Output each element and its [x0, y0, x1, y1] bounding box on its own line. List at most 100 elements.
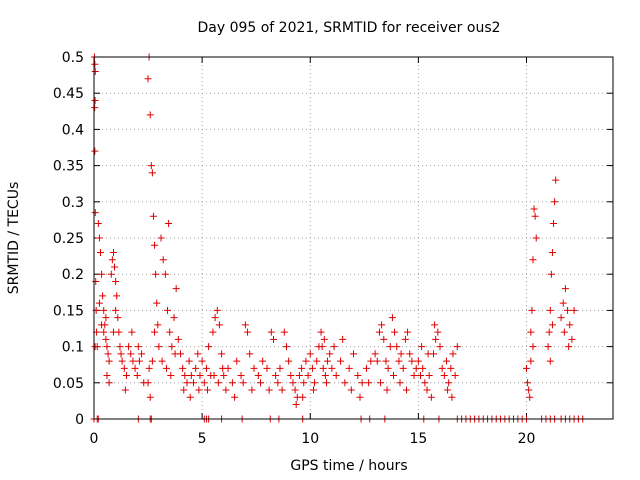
- data-point: [341, 379, 349, 387]
- data-point: [180, 386, 188, 394]
- data-point: [371, 350, 379, 358]
- data-point: [99, 292, 107, 300]
- data-point: [528, 306, 536, 314]
- data-point: [151, 241, 159, 249]
- data-point: [440, 372, 448, 380]
- data-point: [354, 372, 362, 380]
- data-point: [397, 350, 405, 358]
- data-point: [300, 379, 308, 387]
- data-point: [198, 357, 206, 365]
- data-point: [265, 386, 273, 394]
- data-point: [308, 364, 316, 372]
- data-point: [550, 220, 558, 228]
- data-point: [263, 364, 271, 372]
- data-point: [524, 379, 532, 387]
- data-point: [306, 350, 314, 358]
- data-point: [196, 372, 204, 380]
- data-point: [311, 379, 319, 387]
- data-point: [285, 357, 293, 365]
- data-point: [181, 372, 189, 380]
- data-point: [91, 67, 99, 75]
- data-point: [552, 176, 560, 184]
- data-point: [192, 364, 200, 372]
- data-point: [153, 299, 161, 307]
- data-point: [350, 350, 357, 358]
- x-tick-label: 10: [301, 431, 319, 447]
- data-point: [241, 321, 249, 329]
- data-point: [103, 372, 111, 380]
- data-point: [280, 328, 288, 336]
- data-point: [525, 386, 533, 394]
- data-point: [92, 277, 100, 285]
- data-point: [174, 335, 182, 343]
- data-point: [214, 379, 222, 387]
- data-point: [204, 386, 212, 394]
- data-point: [131, 364, 139, 372]
- data-point: [91, 209, 99, 217]
- data-point: [209, 328, 217, 336]
- data-point: [147, 162, 155, 170]
- data-point: [155, 343, 163, 351]
- data-point: [318, 343, 326, 351]
- data-point: [396, 379, 404, 387]
- data-point: [402, 386, 410, 394]
- y-tick-label: 0.35: [53, 159, 84, 175]
- data-point: [548, 321, 556, 329]
- data-point: [545, 328, 553, 336]
- data-point: [375, 328, 383, 336]
- data-point: [274, 379, 282, 387]
- data-point: [233, 357, 241, 365]
- data-point: [424, 350, 432, 358]
- data-point: [451, 372, 459, 380]
- data-point: [231, 393, 239, 401]
- data-point: [177, 350, 184, 358]
- data-point: [213, 306, 221, 314]
- data-point: [248, 386, 256, 394]
- data-point: [128, 328, 136, 336]
- data-point: [434, 328, 442, 336]
- data-point: [267, 328, 275, 336]
- data-point: [210, 372, 218, 380]
- data-point: [347, 386, 355, 394]
- data-point: [189, 379, 197, 387]
- data-point: [102, 314, 110, 322]
- x-axis-label: GPS time / hours: [290, 458, 407, 474]
- y-tick-label: 0.05: [53, 376, 84, 392]
- data-point: [187, 372, 195, 380]
- y-tick-label: 0.15: [53, 303, 84, 319]
- data-point: [362, 364, 370, 372]
- data-point: [438, 364, 446, 372]
- x-tick-label: 20: [518, 431, 536, 447]
- data-point: [194, 350, 202, 358]
- data-point: [423, 386, 431, 394]
- data-point: [159, 256, 167, 264]
- data-point: [220, 372, 228, 380]
- data-point: [358, 379, 366, 387]
- data-point: [383, 386, 391, 394]
- y-tick-label: 0: [75, 412, 84, 428]
- y-tick-label: 0.3: [62, 195, 84, 211]
- data-point: [404, 328, 412, 336]
- data-point: [417, 372, 425, 380]
- data-point: [295, 372, 303, 380]
- data-point: [561, 285, 569, 293]
- y-tick-label: 0.4: [62, 122, 84, 138]
- data-point: [527, 328, 535, 336]
- data-point: [134, 343, 142, 351]
- data-point: [146, 111, 154, 119]
- data-point: [287, 372, 295, 380]
- data-point: [152, 270, 160, 278]
- data-point: [378, 321, 386, 329]
- data-point: [116, 343, 124, 351]
- data-point: [548, 248, 556, 256]
- y-tick-label: 0.45: [53, 86, 84, 102]
- data-point: [382, 357, 390, 365]
- data-point: [393, 343, 401, 351]
- data-point: [105, 357, 113, 365]
- data-point: [179, 364, 187, 372]
- data-point: [118, 357, 126, 365]
- data-point: [100, 328, 108, 336]
- x-tick-label: 0: [90, 431, 99, 447]
- data-point: [215, 321, 223, 329]
